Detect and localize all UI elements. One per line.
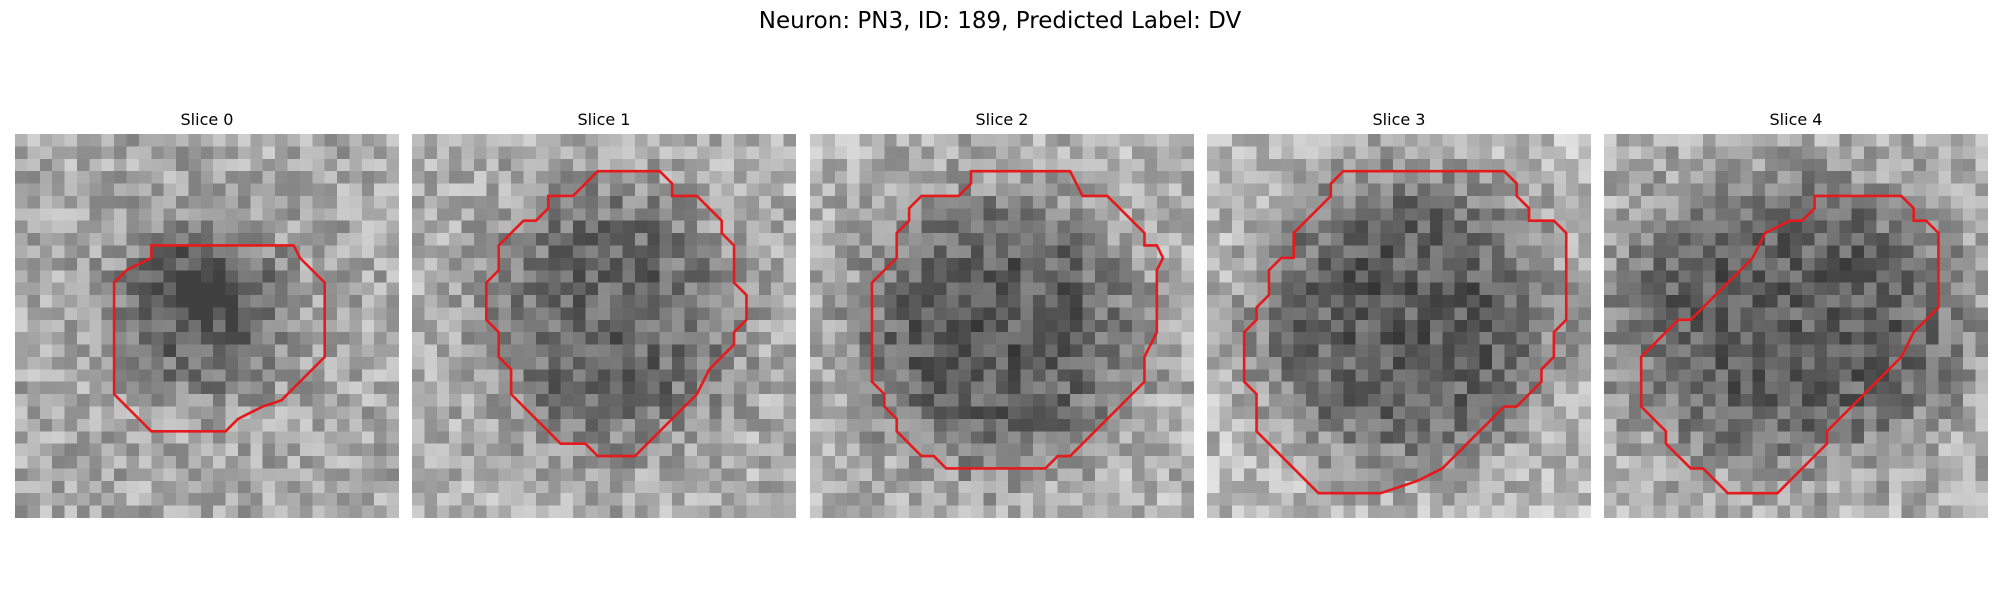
slice-panel-2: Slice 2 bbox=[810, 108, 1194, 518]
slice-panel-3: Slice 3 bbox=[1207, 108, 1591, 518]
segmentation-contour bbox=[870, 169, 1165, 470]
slice-svg bbox=[15, 134, 399, 518]
slice-panel-1: Slice 1 bbox=[412, 108, 796, 518]
pixel-grid bbox=[412, 134, 796, 518]
figure-title: Neuron: PN3, ID: 189, Predicted Label: D… bbox=[758, 8, 1242, 34]
slice-title: Slice 0 bbox=[180, 110, 234, 129]
pixel-grid bbox=[1207, 134, 1591, 518]
slice-image bbox=[412, 134, 796, 518]
slice-svg bbox=[1604, 134, 1988, 518]
slice-svg bbox=[810, 134, 1194, 518]
slice-svg bbox=[1207, 134, 1591, 518]
slice-image bbox=[15, 134, 399, 518]
slice-image bbox=[1604, 134, 1988, 518]
slice-panel-0: Slice 0 bbox=[15, 108, 399, 518]
slice-svg bbox=[412, 134, 796, 518]
slice-title: Slice 3 bbox=[1372, 110, 1426, 129]
slice-title: Slice 2 bbox=[975, 110, 1029, 129]
segmentation-contour bbox=[485, 169, 748, 458]
pixel-grid bbox=[15, 134, 399, 518]
slice-title: Slice 1 bbox=[577, 110, 631, 129]
slice-image bbox=[1207, 134, 1591, 518]
segmentation-contour bbox=[1242, 169, 1568, 495]
pixel-grid bbox=[810, 134, 1194, 518]
slice-title: Slice 4 bbox=[1769, 110, 1823, 129]
slice-panel-4: Slice 4 bbox=[1604, 108, 1988, 518]
segmentation-contour bbox=[1639, 194, 1940, 495]
pixel-grid bbox=[1604, 134, 1988, 518]
segmentation-contour bbox=[112, 244, 326, 433]
slice-image bbox=[810, 134, 1194, 518]
